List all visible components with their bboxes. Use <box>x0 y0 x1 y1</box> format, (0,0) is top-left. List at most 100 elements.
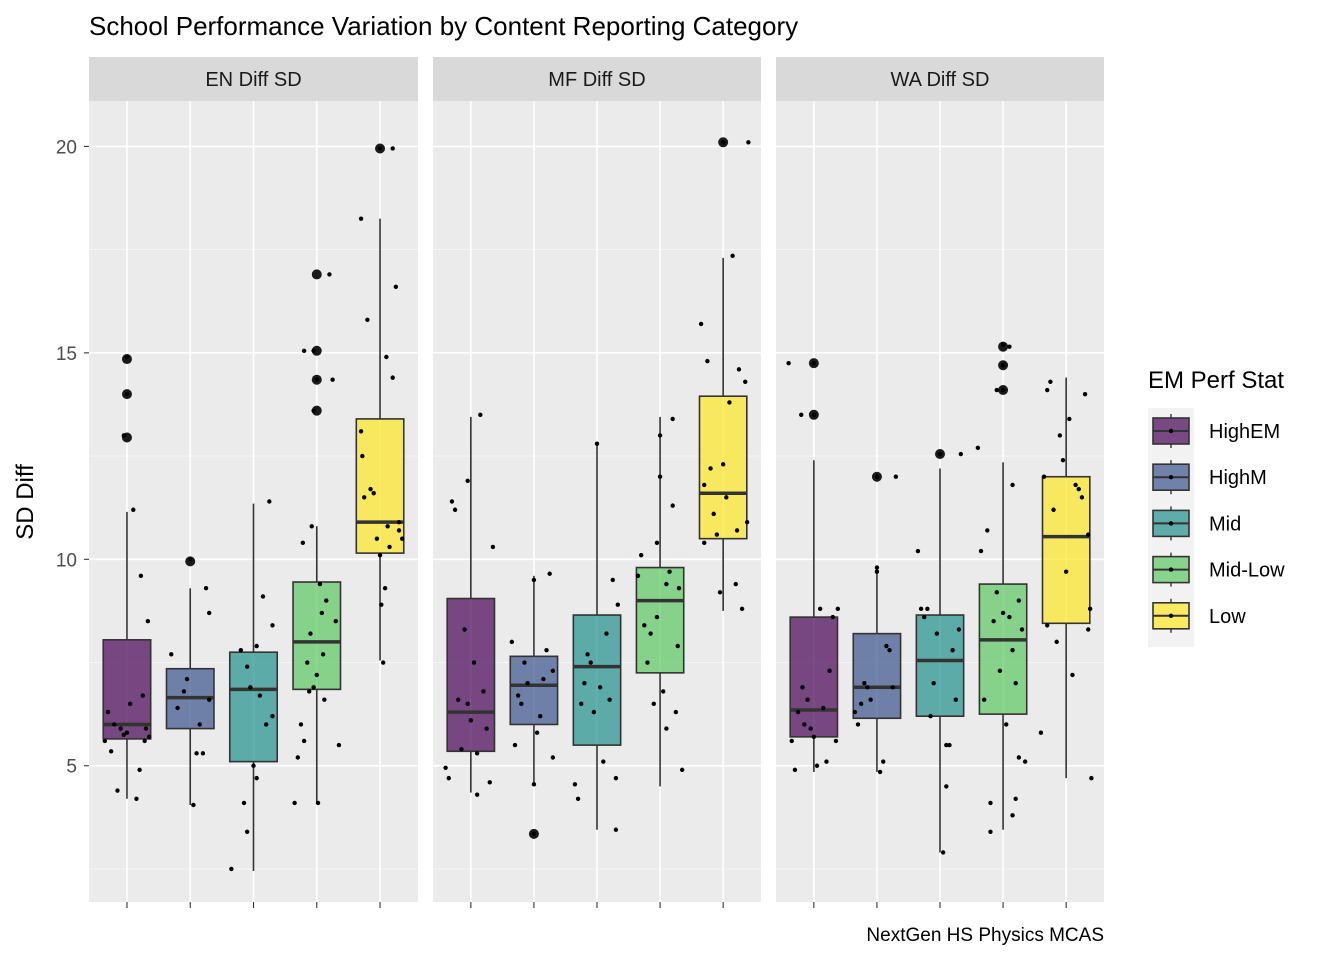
jitter-point <box>362 495 367 500</box>
jitter-point <box>736 367 742 372</box>
jitter-point <box>301 738 307 744</box>
jitter-point <box>146 734 152 740</box>
jitter-point <box>985 528 990 533</box>
legend-item-low: Low <box>1152 598 1246 633</box>
jitter-point <box>604 631 609 636</box>
jitter-point <box>490 544 496 550</box>
legend-title: EM Perf Stat <box>1148 367 1284 394</box>
jitter-point <box>1057 433 1063 438</box>
jitter-point <box>1076 486 1081 492</box>
jitter-point <box>270 714 275 719</box>
jitter-point <box>260 594 266 599</box>
jitter-point <box>925 606 930 612</box>
jitter-point <box>1000 387 1006 393</box>
jitter-point <box>333 619 338 624</box>
jitter-point <box>396 528 402 533</box>
jitter-point <box>241 800 247 806</box>
jitter-point <box>512 742 518 748</box>
jitter-point <box>300 540 306 545</box>
jitter-point <box>733 581 738 587</box>
jitter-point <box>789 738 794 744</box>
jitter-point <box>390 375 395 380</box>
jitter-point <box>547 571 552 576</box>
box-mid-low <box>292 269 342 806</box>
jitter-point <box>635 573 641 579</box>
jitter-point <box>381 660 386 665</box>
jitter-point <box>1016 755 1022 760</box>
legend-key-point <box>1168 428 1174 434</box>
jitter-point <box>874 565 880 570</box>
jitter-point <box>124 730 130 735</box>
jitter-point <box>1067 416 1072 422</box>
jitter-point <box>509 639 515 645</box>
jitter-point <box>327 272 332 277</box>
jitter-point <box>579 701 584 707</box>
jitter-point <box>1060 458 1066 463</box>
jitter-point <box>679 767 685 773</box>
jitter-point <box>800 685 805 690</box>
jitter-point <box>175 705 180 711</box>
jitter-point <box>1000 610 1006 616</box>
jitter-point <box>251 763 256 768</box>
jitter-point <box>465 701 470 707</box>
jitter-point <box>169 652 174 657</box>
box-iqr <box>355 418 405 554</box>
jitter-point <box>306 689 312 694</box>
box-highem <box>443 412 496 797</box>
box-highm <box>852 471 902 775</box>
jitter-point <box>295 755 300 760</box>
jitter-point <box>456 697 461 702</box>
legend-key-point <box>1168 613 1174 618</box>
jitter-point <box>893 474 899 479</box>
jitter-point <box>877 769 883 775</box>
jitter-point <box>744 519 750 525</box>
facet-strip-label: WA Diff SD <box>891 69 990 91</box>
jitter-point <box>824 759 829 764</box>
jitter-point <box>399 536 405 541</box>
jitter-point <box>478 412 483 417</box>
jitter-point <box>379 602 384 607</box>
jitter-point <box>915 548 921 554</box>
jitter-point <box>314 377 319 382</box>
jitter-point <box>711 511 716 517</box>
jitter-point <box>642 623 647 628</box>
jitter-point <box>309 524 314 529</box>
jitter-point <box>531 782 537 787</box>
legend-label: Mid <box>1209 513 1241 535</box>
jitter-point <box>301 348 307 353</box>
jitter-point <box>610 577 615 583</box>
jitter-point <box>947 742 952 748</box>
jitter-point <box>786 360 791 366</box>
jitter-point <box>308 631 313 636</box>
jitter-point <box>384 354 389 360</box>
jitter-point <box>988 829 993 835</box>
jitter-point <box>811 360 817 366</box>
jitter-point <box>830 614 835 620</box>
jitter-point <box>953 697 958 702</box>
jitter-point <box>607 697 612 702</box>
jitter-point <box>884 643 889 649</box>
jitter-point <box>145 619 151 624</box>
jitter-point <box>1041 474 1047 479</box>
jitter-point <box>446 775 451 781</box>
jitter-point <box>1048 379 1053 384</box>
jitter-point <box>601 759 606 764</box>
jitter-point <box>371 491 376 496</box>
box-mid <box>228 499 279 872</box>
jitter-point <box>358 429 364 434</box>
jitter-point <box>657 433 663 438</box>
jitter-point <box>724 495 729 500</box>
jitter-point <box>591 709 597 715</box>
jitter-point <box>585 652 590 657</box>
box-iqr <box>698 395 748 540</box>
jitter-point <box>994 387 999 393</box>
jitter-point <box>676 586 682 591</box>
jitter-point <box>865 685 870 690</box>
jitter-point <box>459 747 464 752</box>
jitter-point <box>855 722 861 727</box>
jitter-point <box>981 697 987 702</box>
jitter-point <box>484 726 489 731</box>
jitter-point <box>112 722 117 727</box>
jitter-point <box>487 780 492 785</box>
jitter-point <box>615 602 621 607</box>
